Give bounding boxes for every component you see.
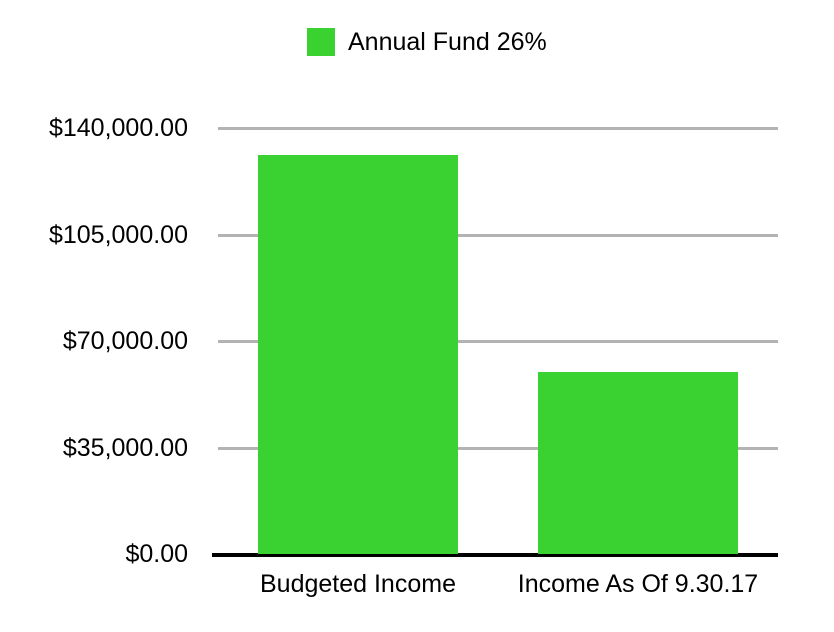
gridline (218, 446, 778, 450)
chart-legend: Annual Fund 26% (307, 28, 547, 56)
y-axis-tick-label: $0.00 (125, 540, 188, 568)
y-axis-tick-label: $140,000.00 (48, 114, 188, 142)
x-axis-tick-label: Budgeted Income (260, 570, 456, 598)
legend-swatch-icon (307, 28, 335, 56)
y-axis-tick-label: $105,000.00 (48, 220, 188, 249)
legend-label: Annual Fund 26% (348, 28, 547, 56)
x-axis-line (212, 553, 778, 557)
gridline (218, 340, 778, 343)
gridline (218, 127, 778, 130)
bar-income-as-of-9-30-17 (538, 372, 738, 554)
gridline (218, 233, 778, 237)
x-axis-tick-label: Income As Of 9.30.17 (517, 570, 759, 598)
bar-budgeted-income (258, 155, 458, 554)
y-axis-tick-label: $35,000.00 (62, 433, 188, 462)
y-axis-tick-label: $70,000.00 (62, 327, 188, 355)
